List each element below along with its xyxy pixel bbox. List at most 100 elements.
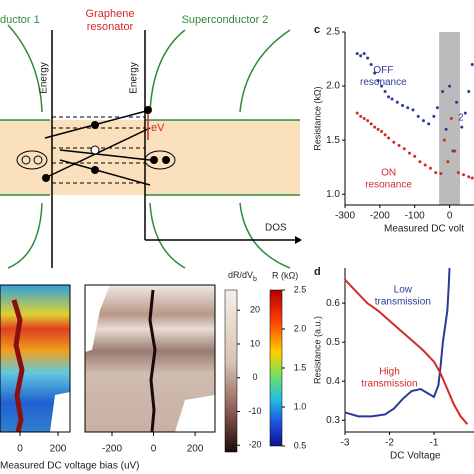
- point: [366, 119, 370, 123]
- colorbar-tick-label: -20: [248, 440, 261, 450]
- point: [383, 133, 387, 137]
- point: [387, 136, 391, 140]
- colorbar-label-sub: b: [253, 276, 257, 283]
- axis-label: Energy: [39, 62, 50, 94]
- annotation: 2: [458, 113, 464, 124]
- x-tick-label: -2: [385, 438, 394, 449]
- point: [362, 117, 366, 120]
- label-line: transmission: [361, 378, 417, 389]
- cooper-pair: [144, 150, 176, 170]
- y-tick-label: 0.3: [326, 415, 340, 426]
- point: [441, 89, 445, 93]
- dos-curve: [239, 29, 291, 113]
- chart-c: c 1.0 1.5 2.0 2.5 -300 -200 -100 0 Resistance (kΩ…: [312, 24, 474, 235]
- bias-label: eV: [151, 122, 165, 134]
- electron: [91, 121, 99, 129]
- dos-curve: [149, 29, 186, 113]
- colorbar-tick-label: 0: [252, 372, 257, 382]
- colorbar-tick-label: 20: [250, 305, 260, 315]
- y-axis-label: Resistance (kΩ): [312, 86, 322, 150]
- heatmap-frame: [0, 284, 71, 433]
- gap-band: [0, 120, 300, 195]
- point: [390, 97, 394, 101]
- point: [470, 62, 474, 66]
- x-tick-label: -200: [102, 444, 122, 455]
- point: [423, 163, 427, 167]
- x-tick-label: 200: [50, 444, 67, 455]
- x-axis-label: DC Voltage: [390, 451, 441, 462]
- point: [380, 84, 384, 88]
- point: [413, 154, 417, 158]
- point: [359, 114, 363, 118]
- point: [387, 95, 391, 99]
- colorbar-tick-label: 10: [250, 338, 260, 348]
- label-line: transmission: [375, 296, 431, 307]
- point: [463, 111, 467, 115]
- label-line: OFF: [373, 64, 393, 75]
- heatmap-frame: [84, 284, 216, 433]
- point: [432, 114, 436, 118]
- point: [408, 151, 411, 155]
- x-tick-label: -100: [405, 211, 425, 222]
- x-tick-label: -300: [335, 211, 355, 222]
- colorbar-tick-label: 2.5: [294, 284, 307, 294]
- x-tick-label: 0: [17, 444, 23, 455]
- right-title: Superconductor 2: [182, 14, 269, 26]
- point: [366, 56, 370, 60]
- label-line: resonance: [365, 179, 412, 190]
- point: [373, 125, 377, 129]
- y-tick-label: 0.5: [326, 337, 340, 348]
- point: [421, 119, 425, 123]
- point: [376, 127, 380, 131]
- point: [428, 166, 432, 170]
- pair-electron: [21, 155, 31, 165]
- point: [369, 122, 373, 126]
- label-line: ON: [381, 167, 396, 178]
- point: [467, 89, 471, 93]
- dos-curve: [149, 202, 186, 269]
- point: [448, 84, 452, 88]
- point: [373, 71, 377, 75]
- x-axis-label: Measured DC volt: [384, 224, 464, 235]
- x-tick-label: 0: [447, 211, 453, 222]
- point: [416, 114, 420, 118]
- label-line: Low: [394, 284, 413, 295]
- y-tick-label: 1.5: [326, 135, 340, 146]
- panel-letter: c: [314, 24, 320, 36]
- point: [418, 160, 422, 164]
- point: [456, 171, 460, 175]
- dos-curve: [239, 202, 291, 269]
- cooper-pair: [16, 150, 48, 170]
- point: [462, 173, 466, 177]
- dos-curve: [7, 24, 43, 113]
- series-label: Low transmission: [375, 284, 431, 307]
- pair-electron: [162, 156, 170, 164]
- colorbar-label-main: dR/dV: [228, 270, 253, 280]
- point: [380, 129, 384, 133]
- label-line: resonance: [360, 76, 407, 87]
- point: [453, 149, 457, 153]
- point: [395, 100, 399, 104]
- colorbar-tick-label: -10: [248, 406, 261, 416]
- point: [446, 160, 450, 164]
- heatmap-blank: [85, 285, 110, 352]
- point: [439, 172, 443, 176]
- arrow-head: [295, 236, 302, 244]
- colorbar: [224, 289, 238, 453]
- heatmap-blank: [50, 392, 70, 432]
- point: [383, 89, 387, 93]
- electron: [144, 106, 152, 114]
- colorbar-tick-label: 0.5: [294, 440, 307, 450]
- panel-letter: d: [314, 266, 321, 278]
- chart-d: d 0.3 0.4 0.5 0.6 -3 -2 -1 Resistance (a.u.) DC V…: [312, 266, 474, 462]
- x-axis-label: Measured DC voltage bias (uV): [0, 461, 140, 472]
- x-tick-label: -3: [341, 438, 350, 449]
- point: [355, 111, 359, 115]
- x-tick-label: 200: [187, 444, 204, 455]
- middle-title-box: Graphene resonator: [85, 8, 135, 33]
- point: [467, 175, 471, 179]
- electron: [91, 166, 99, 174]
- dos-curve: [7, 202, 43, 269]
- middle-title: Graphene resonator: [85, 8, 135, 33]
